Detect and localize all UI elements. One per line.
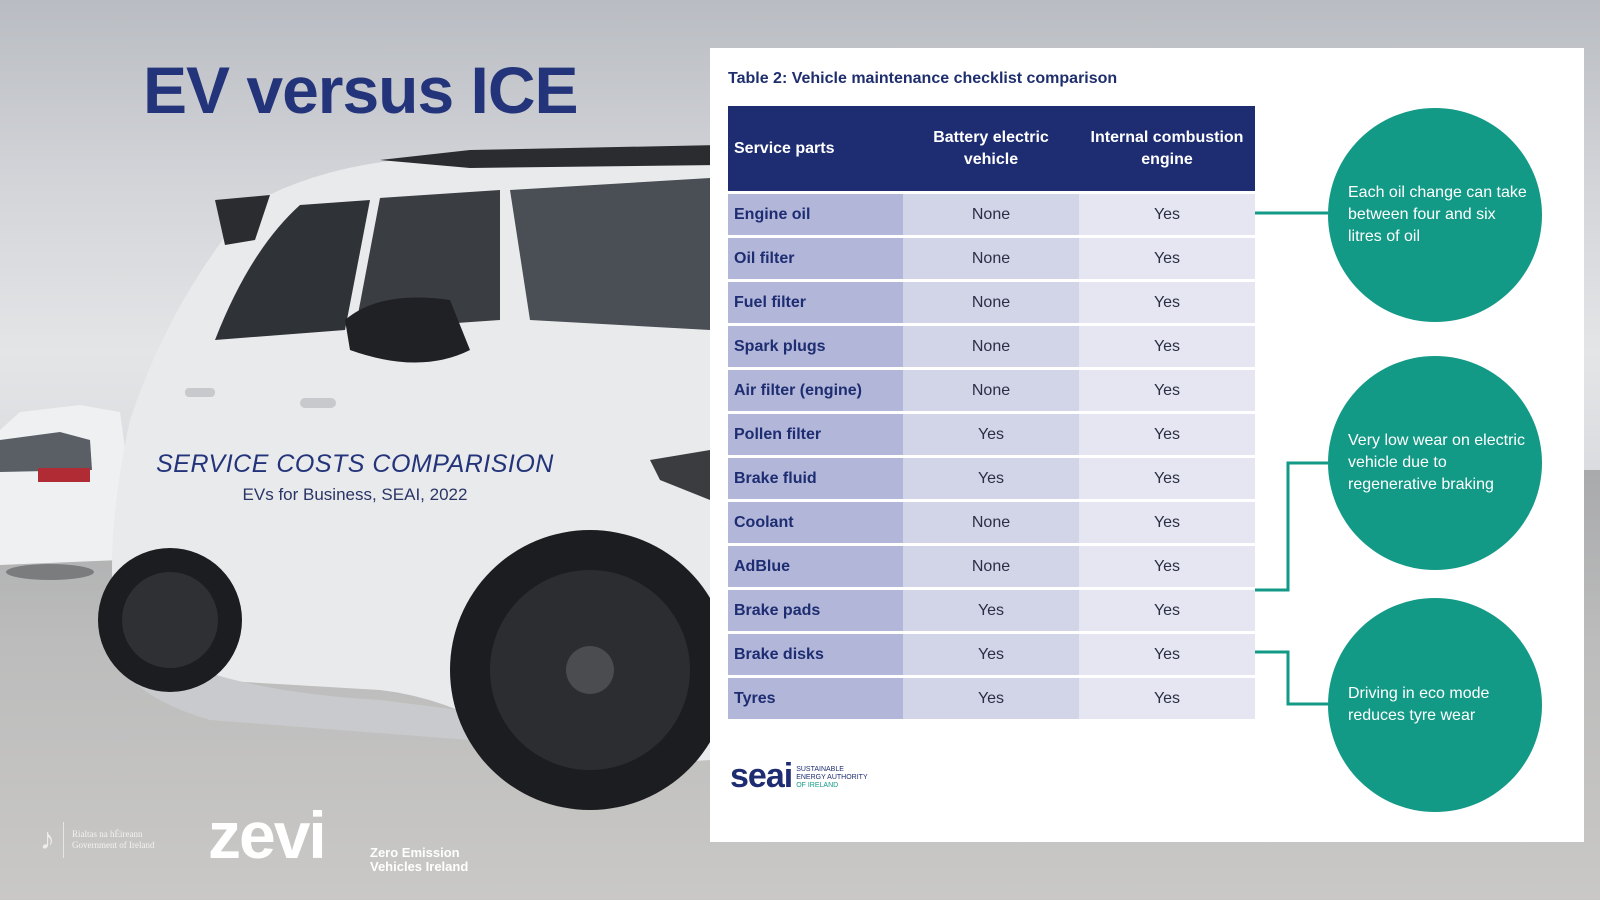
source-citation: EVs for Business, SEAI, 2022	[242, 485, 468, 504]
table-row: Pollen filter Yes Yes	[728, 414, 1255, 455]
bev-cell: None	[903, 370, 1079, 411]
service-part-cell: Engine oil	[728, 194, 903, 235]
header-internal-combustion: Internal combustion engine	[1090, 128, 1244, 168]
gov-line-english: Government of Ireland	[72, 840, 155, 850]
connector-braking	[1255, 461, 1328, 592]
ice-cell: Yes	[1079, 370, 1255, 411]
gov-line-irish: Rialtas na hÉireann	[72, 829, 143, 839]
table-row: Air filter (engine) None Yes	[728, 370, 1255, 411]
seai-tagline: SUSTAINABLE ENERGY AUTHORITY OF IRELAND	[796, 766, 867, 792]
government-of-ireland-logo: ♪ Rialtas na hÉireann Government of Irel…	[40, 822, 154, 858]
bev-cell: Yes	[903, 414, 1079, 455]
seai-tag-line: ENERGY AUTHORITY	[796, 774, 868, 781]
seai-logo: seai SUSTAINABLE ENERGY AUTHORITY OF IRE…	[730, 757, 868, 795]
service-part-cell: Pollen filter	[728, 414, 903, 455]
service-part-cell: Air filter (engine)	[728, 370, 903, 411]
table-row: Engine oil None Yes	[728, 194, 1255, 235]
logo-divider	[63, 822, 64, 858]
seai-tag-line: OF IRELAND	[796, 782, 839, 789]
header-service-parts: Service parts	[734, 139, 835, 157]
service-part-cell: Fuel filter	[728, 282, 903, 323]
table-row: Coolant None Yes	[728, 502, 1255, 543]
zevi-tag-line: Vehicles Ireland	[370, 859, 469, 874]
table-row: AdBlue None Yes	[728, 546, 1255, 587]
seai-tag-line: SUSTAINABLE	[796, 766, 844, 773]
bev-cell: None	[903, 326, 1079, 367]
ice-cell: Yes	[1079, 326, 1255, 367]
bev-cell: None	[903, 282, 1079, 323]
government-text: Rialtas na hÉireann Government of Irelan…	[72, 829, 154, 851]
ice-cell: Yes	[1079, 458, 1255, 499]
bev-cell: None	[903, 546, 1079, 587]
maintenance-table: Service parts Battery electric vehicle I…	[728, 106, 1255, 719]
bev-cell: None	[903, 238, 1079, 279]
table-row: Brake fluid Yes Yes	[728, 458, 1255, 499]
table-row: Tyres Yes Yes	[728, 678, 1255, 719]
ice-cell: Yes	[1079, 282, 1255, 323]
service-part-cell: Brake fluid	[728, 458, 903, 499]
zevi-tagline: Zero Emission Vehicles Ireland	[370, 846, 468, 874]
ice-cell: Yes	[1079, 678, 1255, 719]
connector-tyres	[1255, 650, 1328, 706]
bev-cell: Yes	[903, 458, 1079, 499]
service-part-cell: Spark plugs	[728, 326, 903, 367]
section-subtitle: SERVICE COSTS COMPARISION	[156, 450, 554, 478]
bev-cell: None	[903, 194, 1079, 235]
bev-cell: None	[903, 502, 1079, 543]
service-part-cell: Coolant	[728, 502, 903, 543]
bev-cell: Yes	[903, 678, 1079, 719]
service-part-cell: AdBlue	[728, 546, 903, 587]
service-part-cell: Tyres	[728, 678, 903, 719]
ice-cell: Yes	[1079, 238, 1255, 279]
callout-eco-mode: Driving in eco mode reduces tyre wear	[1328, 598, 1542, 812]
callout-connectors	[1255, 211, 1328, 706]
table-row: Spark plugs None Yes	[728, 326, 1255, 367]
callout-regenerative-braking: Very low wear on electric vehicle due to…	[1328, 356, 1542, 570]
bev-cell: Yes	[903, 590, 1079, 631]
ice-cell: Yes	[1079, 546, 1255, 587]
comparison-panel: Table 2: Vehicle maintenance checklist c…	[710, 48, 1584, 842]
table-row: Brake disks Yes Yes	[728, 634, 1255, 675]
service-part-cell: Brake disks	[728, 634, 903, 675]
page-title: EV versus ICE	[143, 53, 579, 127]
ice-cell: Yes	[1079, 502, 1255, 543]
table-caption: Table 2: Vehicle maintenance checklist c…	[728, 70, 1118, 87]
ice-cell: Yes	[1079, 414, 1255, 455]
bev-cell: Yes	[903, 634, 1079, 675]
header-battery-electric: Battery electric vehicle	[933, 128, 1049, 168]
service-part-cell: Oil filter	[728, 238, 903, 279]
table-header-row: Service parts Battery electric vehicle I…	[728, 106, 1255, 191]
harp-icon: ♪	[40, 823, 55, 856]
table-row: Oil filter None Yes	[728, 238, 1255, 279]
ice-cell: Yes	[1079, 590, 1255, 631]
callout-oil-change: Each oil change can take between four an…	[1328, 108, 1542, 322]
service-part-cell: Brake pads	[728, 590, 903, 631]
seai-wordmark: seai	[730, 757, 793, 795]
ice-cell: Yes	[1079, 634, 1255, 675]
zevi-tag-line: Zero Emission	[370, 845, 460, 860]
zevi-wordmark: zevi	[208, 798, 327, 872]
table-row: Brake pads Yes Yes	[728, 590, 1255, 631]
table-row: Fuel filter None Yes	[728, 282, 1255, 323]
ice-cell: Yes	[1079, 194, 1255, 235]
